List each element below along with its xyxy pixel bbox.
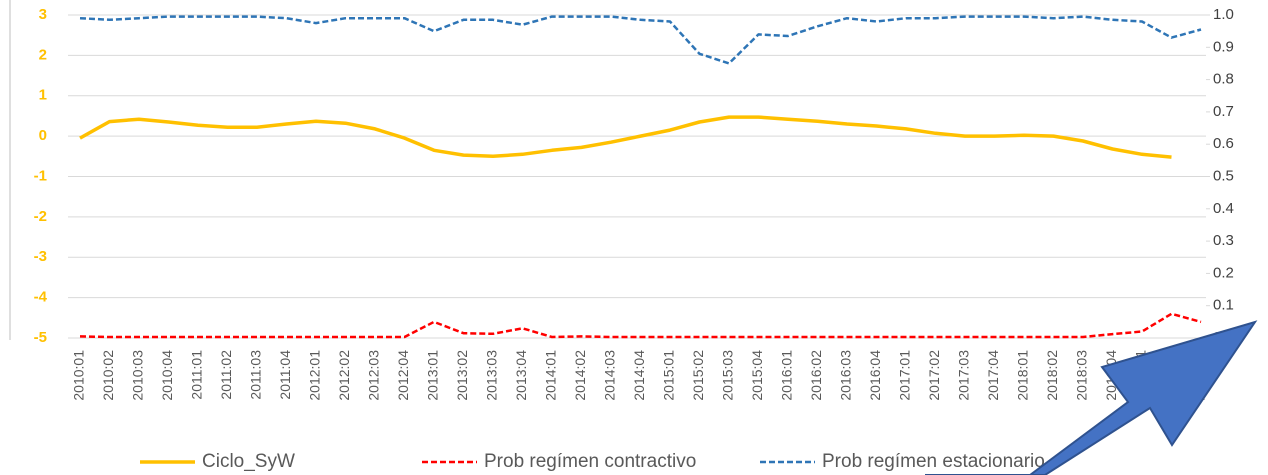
y-tick-label: 2 xyxy=(39,46,47,63)
x-tick-label: 2017:02 xyxy=(926,350,942,401)
x-tick-label: 2010:04 xyxy=(159,350,175,401)
y2-tick-label: 0.5 xyxy=(1213,167,1234,184)
x-tick-label: 2010:03 xyxy=(130,350,146,401)
x-tick-label: 2013:01 xyxy=(425,350,441,401)
series-line xyxy=(79,15,1202,65)
y-tick-label: 0 xyxy=(39,127,47,144)
x-tick-label: 2016:01 xyxy=(779,350,795,401)
x-tick-label: 2015:02 xyxy=(690,350,706,401)
x-tick-label: 2013:04 xyxy=(513,350,529,401)
y2-tick-label: 0.6 xyxy=(1213,135,1234,152)
x-tick-label: 2017:04 xyxy=(985,350,1001,401)
x-tick-label: 2012:04 xyxy=(395,350,411,401)
x-tick-label: 2011:03 xyxy=(248,350,264,400)
x-tick-label: 2016:03 xyxy=(838,350,854,401)
x-tick-label: 2017:01 xyxy=(897,350,913,401)
y2-tick-label: 0.9 xyxy=(1213,38,1234,55)
x-tick-label: 2012:02 xyxy=(336,350,352,401)
x-tick-label: 2015:03 xyxy=(720,350,736,401)
series-line xyxy=(79,115,1172,159)
x-tick-label: 2017:03 xyxy=(956,350,972,401)
x-tick-label: 2014:01 xyxy=(543,350,559,401)
series-line xyxy=(79,312,1202,339)
x-tick-label: 2016:02 xyxy=(808,350,824,401)
x-tick-label: 2012:03 xyxy=(366,350,382,401)
x-tick-label: 2018:01 xyxy=(1015,350,1031,401)
x-tick-label: 2012:01 xyxy=(307,350,323,401)
y-tick-label: -4 xyxy=(34,289,48,306)
legend-label: Ciclo_SyW xyxy=(202,451,295,472)
overlay-arrow xyxy=(925,320,1258,475)
y-tick-label: -3 xyxy=(34,248,47,265)
x-tick-label: 2016:04 xyxy=(867,350,883,401)
x-tick-label: 2011:01 xyxy=(189,350,205,400)
x-tick-label: 2011:04 xyxy=(277,350,293,400)
x-tick-label: 2013:03 xyxy=(484,350,500,401)
x-tick-label: 2015:01 xyxy=(661,350,677,401)
x-tick-label: 2013:02 xyxy=(454,350,470,401)
y2-tick-label: 0.4 xyxy=(1213,200,1234,217)
x-tick-label: 2010:01 xyxy=(71,350,87,401)
x-tick-label: 2014:04 xyxy=(631,350,647,401)
x-tick-label: 2014:02 xyxy=(572,350,588,401)
plot: -5-4-3-2-101230.00.10.20.30.40.50.60.70.… xyxy=(34,6,1234,401)
x-tick-label: 2018:02 xyxy=(1044,350,1060,401)
y2-tick-label: 0.1 xyxy=(1213,297,1234,314)
y-tick-label: -1 xyxy=(34,167,47,184)
y2-tick-label: 0.3 xyxy=(1213,232,1234,249)
x-tick-label: 2010:02 xyxy=(100,350,116,401)
y-tick-label: 3 xyxy=(39,6,47,23)
y-tick-label: 1 xyxy=(39,87,47,104)
legend-label: Prob regímen contractivo xyxy=(484,451,696,472)
y-tick-label: -5 xyxy=(34,329,47,346)
y2-tick-label: 0.2 xyxy=(1213,264,1234,281)
y2-tick-label: 0.7 xyxy=(1213,103,1234,120)
x-tick-label: 2015:04 xyxy=(749,350,765,401)
x-tick-label: 2018:03 xyxy=(1074,350,1090,401)
y-tick-label: -2 xyxy=(34,208,47,225)
legend-label: Prob regímen estacionario xyxy=(822,451,1045,472)
x-tick-label: 2014:03 xyxy=(602,350,618,401)
y2-tick-label: 1.0 xyxy=(1213,6,1234,23)
y2-tick-label: 0.8 xyxy=(1213,71,1234,88)
x-tick-label: 2011:02 xyxy=(218,350,234,400)
